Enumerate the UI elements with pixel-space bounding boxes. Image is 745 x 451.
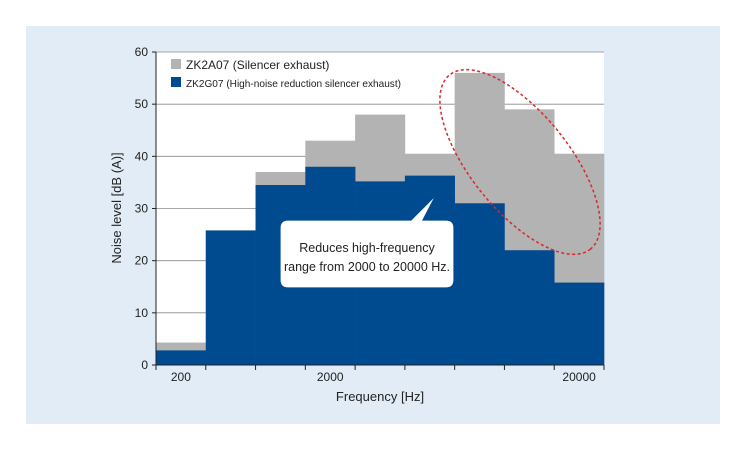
x-axis-label: Frequency [Hz] [336,389,424,404]
noise-level-chart: 0 10 20 30 40 50 60 200 2000 20000 Noise level [… [109,45,605,404]
bar-series-2 [156,350,207,365]
callout-box [279,194,455,289]
callout-text-line-1: Reduces high-frequency [299,241,435,255]
y-tick-label: 10 [135,306,149,320]
legend-swatch-zk2a07 [171,59,181,69]
y-tick-label: 50 [135,97,149,111]
bar-series-2 [504,250,555,365]
y-tick-label: 30 [135,202,149,216]
bar-series-2 [454,203,505,365]
annotation-callout: Reduces high-frequency range from 2000 t… [279,194,455,289]
y-axis-label: Noise level [dB (A)] [109,152,124,263]
legend: ZK2A07 (Silencer exhaust) ZK2G07 (High-n… [171,58,401,90]
legend-label-zk2g07: ZK2G07 (High-noise reduction silencer ex… [186,78,401,90]
y-tick-label: 60 [135,45,149,59]
legend-swatch-zk2g07 [171,77,181,87]
x-tick-label: 2000 [317,370,344,384]
chart-panel: 0 10 20 30 40 50 60 200 2000 20000 Noise level [… [26,26,720,424]
y-tick-label: 0 [141,358,148,372]
y-tick-label: 40 [135,149,149,163]
high-frequency-highlight-ellipse [439,68,601,256]
x-tick-labels: 200 2000 20000 [171,370,596,384]
x-tick-label: 20000 [562,370,596,384]
x-tick-label: 200 [171,370,191,384]
axes [152,51,605,370]
callout-text-line-2: range from 2000 to 20000 Hz. [284,260,450,274]
y-tick-labels: 0 10 20 30 40 50 60 [135,45,149,372]
bar-series-2 [554,282,605,365]
legend-label-zk2a07: ZK2A07 (Silencer exhaust) [186,58,329,72]
bar-series-2 [205,230,256,365]
y-tick-label: 20 [135,254,149,268]
